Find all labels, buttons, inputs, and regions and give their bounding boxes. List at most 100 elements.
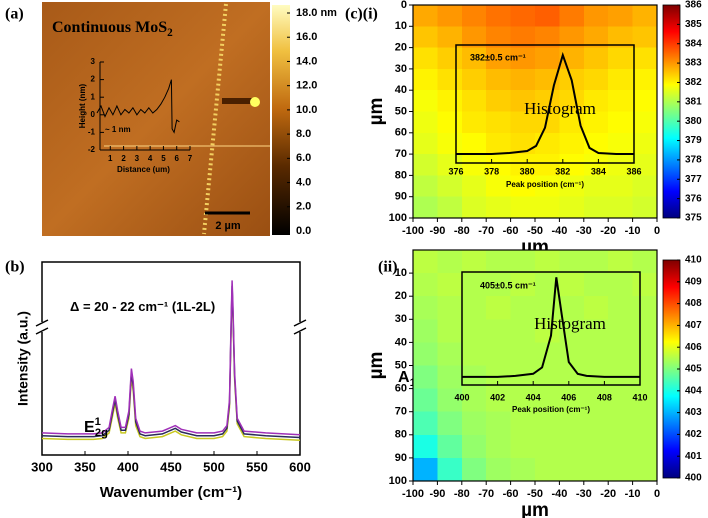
heatmap-cell: [437, 319, 463, 343]
y-tick-label: 50: [395, 359, 407, 371]
y-tick-label: 80: [395, 169, 407, 181]
x-tick-label: -70: [478, 488, 494, 500]
colorbar-tick-label: 383: [685, 58, 702, 69]
heatmap-cell: [608, 319, 634, 343]
heatmap-cell: [559, 434, 585, 459]
y-tick-label: 0: [91, 110, 96, 119]
y-tick-label: 10: [395, 267, 407, 279]
heatmap-cell: [583, 5, 609, 27]
inset-annotation: 405±0.5 cm⁻¹: [480, 280, 536, 290]
heatmap-cell: [486, 68, 512, 91]
y-tick-label: 60: [395, 383, 407, 395]
heatmap-cell: [559, 90, 585, 112]
heatmap-cell: [583, 250, 609, 274]
inset-frame: [461, 271, 641, 386]
heatmap-cell: [632, 111, 658, 134]
heatmap-cell: [437, 250, 463, 274]
x-tick-label: 2: [121, 154, 126, 163]
afm-stripe: [202, 3, 228, 235]
heatmap-cell: [559, 273, 585, 297]
heatmap-cell: [437, 26, 463, 49]
heatmap-cell: [583, 434, 609, 459]
x-tick-label: 450: [160, 459, 182, 474]
y-tick-label: 10: [395, 20, 407, 32]
panel-title-part: 2: [167, 27, 173, 39]
heatmap-cell: [486, 90, 512, 112]
heatmap-cell: [461, 26, 487, 49]
y-tick-label: 2: [91, 75, 96, 84]
heatmap-cell: [413, 26, 438, 49]
panel-title: Continuous MoS2: [52, 19, 173, 39]
heatmap-cell: [559, 457, 585, 482]
inset-frame: [455, 44, 635, 164]
heatmap-cell: [461, 434, 487, 459]
y-tick-label: 100: [389, 475, 407, 487]
heatmap-cell: [437, 47, 463, 70]
heatmap-cell: [437, 111, 463, 134]
y-tick-label: 100: [389, 212, 407, 224]
heatmap-cell: [413, 68, 438, 91]
heatmap-cell: [608, 342, 634, 366]
heatmap-cell: [461, 250, 487, 274]
heatmap-cell: [632, 457, 658, 482]
afm-particle: [250, 97, 260, 107]
y-tick-label: 30: [395, 313, 407, 325]
colorbar-tick-label: 0.0: [296, 225, 311, 237]
y-tick-label: 90: [395, 191, 407, 203]
heatmap-cell: [461, 388, 487, 413]
heatmap-cell: [535, 273, 560, 297]
heatmap-cell: [608, 457, 634, 482]
x-axis-label: Wavenumber (cm⁻¹): [100, 484, 242, 501]
heatmap-cell: [535, 196, 560, 219]
heatmap-cell: [413, 434, 438, 459]
heatmap-cell: [461, 273, 487, 297]
heatmap-cell: [608, 434, 634, 459]
heatmap-cell: [608, 26, 634, 49]
heatmap-cell: [535, 319, 560, 343]
colorbar-tick-label: 403: [685, 407, 702, 418]
heatmap-cell: [413, 5, 438, 27]
y-tick-label: 40: [395, 336, 407, 348]
heatmap-cell: [461, 411, 487, 436]
x-tick-label: 7: [188, 154, 193, 163]
colorbar-tick-label: 6.0: [296, 152, 311, 164]
colorbar-tick-label: 401: [685, 451, 702, 462]
colorbar: [662, 4, 681, 219]
colorbar-tick-label: 406: [685, 342, 702, 353]
colorbar-tick-label: 386: [685, 0, 702, 11]
y-tick-label: 70: [395, 148, 407, 160]
heatmap-cell: [486, 434, 512, 459]
x-tick-label: 500: [203, 459, 225, 474]
heatmap-cell: [437, 132, 463, 155]
heatmap-cell: [632, 388, 658, 413]
heatmap-cell: [632, 273, 658, 297]
y-tick-label: 1: [91, 92, 96, 101]
heatmap-cell: [559, 388, 585, 413]
heatmap-cell: [510, 5, 536, 27]
x-tick-label: 406: [561, 392, 576, 402]
inset-x-label: Peak position (cm⁻¹): [512, 405, 590, 414]
heatmap-cell: [632, 342, 658, 366]
heatmap-cell: [608, 175, 634, 198]
heatmap-cell: [510, 411, 536, 436]
heatmap-cell: [535, 342, 560, 366]
heatmap-cell: [461, 5, 487, 27]
data-line: [456, 51, 634, 155]
x-tick-label: 350: [74, 459, 96, 474]
heatmap-cell: [486, 411, 512, 436]
heatmap-cell: [535, 388, 560, 413]
x-tick-label: -30: [576, 225, 592, 237]
heatmap-cell: [632, 319, 658, 343]
x-tick-label: -50: [527, 225, 543, 237]
colorbar-tick-label: 379: [685, 135, 702, 146]
heatmap-cell: [583, 26, 609, 49]
scale-bar-label: 2 µm: [215, 220, 241, 232]
heatmap-cell: [413, 196, 438, 219]
heatmap-cell: [461, 47, 487, 70]
heatmap-cell: [608, 68, 634, 91]
annotation: E1 2g: [84, 416, 108, 439]
x-tick-label: 408: [597, 392, 612, 402]
heatmap-cell: [510, 319, 536, 343]
x-tick-label: 0: [654, 488, 660, 500]
